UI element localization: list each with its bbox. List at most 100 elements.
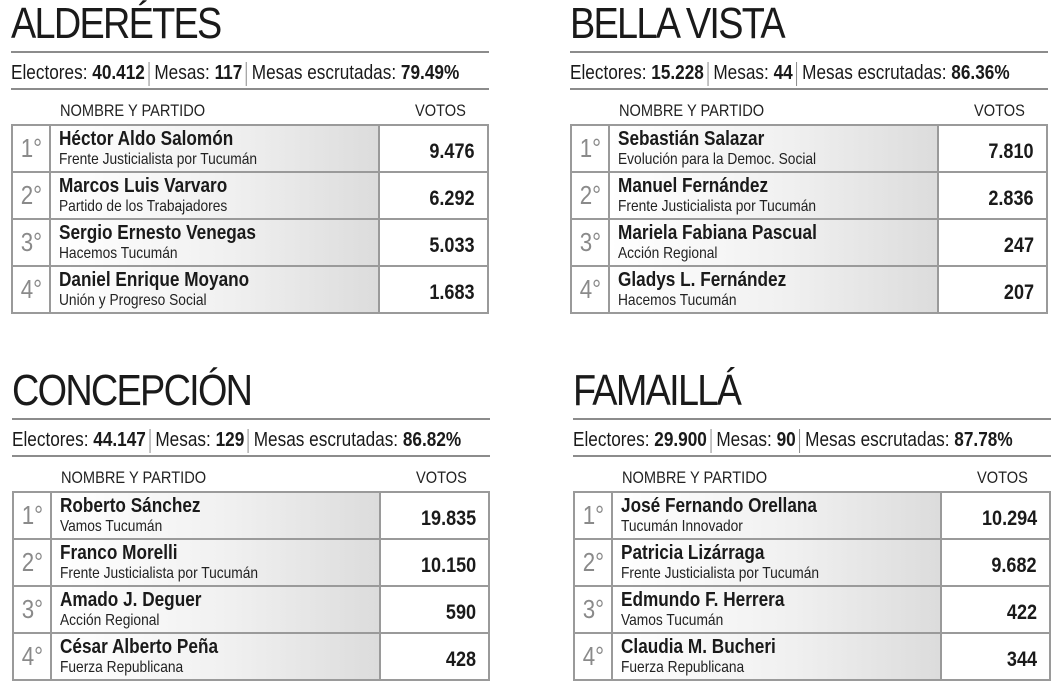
vote-count: 344 (1006, 648, 1037, 671)
table-row: 1° Héctor Aldo Salomón Frente Justicialist… (11, 124, 489, 173)
candidate-name: Claudia M. Bucheri (621, 635, 776, 658)
divider (11, 88, 489, 90)
rank: 3° (582, 594, 604, 624)
party-name: Partido de los Trabajadores (59, 197, 228, 215)
electores-label: Electores: (12, 429, 89, 451)
candidate-name: Franco Morelli (60, 541, 178, 564)
party-name: Evolución para la Democ. Social (618, 150, 817, 168)
electores-value: 40.412 (92, 62, 145, 84)
party-name: Fuerza Republicana (60, 658, 184, 676)
vote-count: 247 (1003, 234, 1034, 257)
separator (707, 61, 709, 86)
escrutadas-value: 79.49% (400, 62, 460, 84)
rank: 3° (21, 594, 43, 624)
electores-value: 15.228 (651, 62, 704, 84)
vote-count: 422 (1006, 601, 1037, 624)
candidate-name: César Alberto Peña (60, 635, 219, 658)
stats-line: Electores: 15.228 Mesas: 44 Mesas escrutad… (570, 60, 1010, 86)
party-name: Hacemos Tucumán (618, 291, 737, 309)
escrutadas-value: 87.78% (954, 429, 1013, 451)
divider (570, 88, 1048, 90)
electores-label: Electores: (11, 62, 88, 84)
table-row: 4° César Alberto Peña Fuerza Republicana 42… (12, 632, 490, 681)
vote-count: 10.294 (981, 507, 1037, 530)
candidate-name: José Fernando Orellana (621, 494, 817, 517)
party-name: Unión y Progreso Social (59, 291, 207, 309)
table-row: 4° Daniel Enrique Moyano Unión y Progreso … (11, 265, 489, 314)
rank: 1° (20, 133, 42, 163)
candidate-name: Héctor Aldo Salomón (59, 127, 234, 150)
mesas-value: 44 (773, 62, 793, 84)
results-table: 1° Roberto Sánchez Vamos Tucumán 19.835 2° F… (12, 491, 490, 681)
candidate-name: Edmundo F. Herrera (621, 588, 785, 611)
rank: 4° (21, 641, 43, 671)
table-row: 2° Patricia Lizárraga Frente Justicialista… (573, 538, 1051, 587)
rank: 4° (579, 274, 601, 304)
vote-count: 6.292 (429, 187, 475, 210)
candidate-name: Sergio Ernesto Venegas (59, 221, 256, 244)
electores-value: 44.147 (93, 429, 146, 451)
table-row: 3° Mariela Fabiana Pascual Acción Regional… (570, 218, 1048, 267)
divider (11, 51, 489, 53)
table-row: 3° Edmundo F. Herrera Vamos Tucumán 422 (573, 585, 1051, 634)
electores-value: 29.900 (654, 429, 707, 451)
candidate-name: Mariela Fabiana Pascual (618, 221, 817, 244)
panel-title: FAMAILLÁ (573, 366, 742, 415)
candidate-name: Sebastián Salazar (618, 127, 765, 150)
column-header-name: NOMBRE Y PARTIDO (61, 468, 207, 487)
panel-title: CONCEPCIÓN (12, 366, 253, 415)
party-name: Vamos Tucumán (621, 611, 724, 629)
candidate-name: Manuel Fernández (618, 174, 769, 197)
table-row: 1° Roberto Sánchez Vamos Tucumán 19.835 (12, 491, 490, 540)
separator (710, 428, 712, 453)
rank: 2° (582, 547, 604, 577)
column-header-name: NOMBRE Y PARTIDO (622, 468, 768, 487)
party-name: Frente Justicialista por Tucumán (621, 564, 820, 582)
vote-count: 2.836 (988, 187, 1034, 210)
rank: 1° (582, 500, 604, 530)
mesas-value: 129 (215, 429, 245, 451)
column-header-votes: VOTOS (416, 468, 467, 487)
separator (796, 61, 797, 86)
mesas-label: Mesas: (713, 62, 769, 84)
table-row: 4° Gladys L. Fernández Hacemos Tucumán 207 (570, 265, 1048, 314)
rank: 2° (579, 180, 601, 210)
table-row: 3° Sergio Ernesto Venegas Hacemos Tucumán 5… (11, 218, 489, 267)
party-name: Hacemos Tucumán (59, 244, 178, 262)
electores-label: Electores: (573, 429, 650, 451)
escrutadas-value: 86.82% (402, 429, 462, 451)
escrutadas-value: 86.36% (951, 62, 1010, 84)
panel-title: BELLA VISTA (570, 0, 786, 48)
results-table: 1° Sebastián Salazar Evolución para la Dem… (570, 124, 1048, 314)
separator (149, 428, 151, 453)
separator (245, 61, 247, 86)
rank: 3° (20, 227, 42, 257)
table-row: 2° Manuel Fernández Frente Justicialista p… (570, 171, 1048, 220)
mesas-label: Mesas: (716, 429, 772, 451)
column-header-votes: VOTOS (977, 468, 1028, 487)
table-row: 2° Marcos Luis Varvaro Partido de los Trab… (11, 171, 489, 220)
stats-line: Electores: 40.412 Mesas: 117 Mesas escruta… (11, 60, 459, 86)
candidate-name: Patricia Lizárraga (621, 541, 765, 564)
rank: 2° (20, 180, 42, 210)
rank: 1° (579, 133, 601, 163)
table-row: 3° Amado J. Deguer Acción Regional 590 (12, 585, 490, 634)
escrutadas-label: Mesas escrutadas: (802, 62, 947, 84)
escrutadas-label: Mesas escrutadas: (251, 62, 397, 84)
divider (570, 51, 1048, 53)
rank: 3° (579, 227, 601, 257)
rank: 4° (582, 641, 604, 671)
divider (573, 418, 1051, 420)
candidate-name: Daniel Enrique Moyano (59, 268, 250, 291)
vote-count: 590 (445, 601, 476, 624)
party-name: Tucumán Innovador (621, 517, 743, 535)
rank: 1° (21, 500, 43, 530)
mesas-label: Mesas: (155, 429, 211, 451)
column-header-name: NOMBRE Y PARTIDO (60, 101, 206, 120)
vote-count: 9.476 (429, 140, 475, 163)
table-row: 1° José Fernando Orellana Tucumán Innovado… (573, 491, 1051, 540)
table-row: 2° Franco Morelli Frente Justicialista por… (12, 538, 490, 587)
rank: 2° (21, 547, 43, 577)
divider (12, 418, 490, 420)
vote-count: 1.683 (429, 281, 475, 304)
